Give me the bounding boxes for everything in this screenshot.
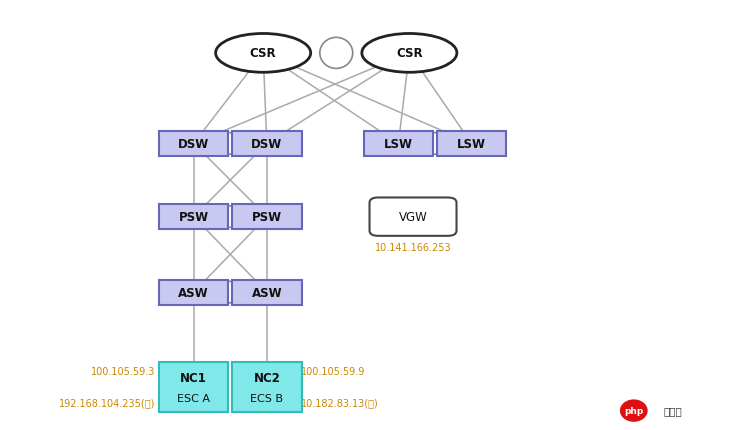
Text: 100.105.59.3: 100.105.59.3 — [91, 366, 155, 376]
FancyBboxPatch shape — [364, 132, 433, 157]
FancyBboxPatch shape — [232, 205, 301, 230]
FancyBboxPatch shape — [232, 132, 301, 157]
Text: VGW: VGW — [398, 211, 428, 224]
Text: 10.182.83.13(私): 10.182.83.13(私) — [301, 397, 379, 407]
FancyBboxPatch shape — [437, 132, 506, 157]
Text: CSR: CSR — [396, 47, 423, 60]
FancyBboxPatch shape — [232, 280, 301, 305]
Ellipse shape — [216, 34, 311, 73]
Ellipse shape — [620, 399, 648, 422]
Text: 192.168.104.235(私): 192.168.104.235(私) — [58, 397, 155, 407]
Text: DSW: DSW — [178, 138, 209, 150]
FancyBboxPatch shape — [232, 362, 301, 412]
Text: php: php — [624, 406, 643, 415]
Text: 100.105.59.9: 100.105.59.9 — [301, 366, 366, 376]
Text: DSW: DSW — [251, 138, 282, 150]
FancyBboxPatch shape — [159, 205, 228, 230]
Ellipse shape — [362, 34, 457, 73]
Text: NC2: NC2 — [254, 372, 280, 384]
FancyBboxPatch shape — [369, 198, 456, 237]
Text: LSW: LSW — [384, 138, 413, 150]
Text: NC1: NC1 — [181, 372, 207, 384]
Text: LSW: LSW — [457, 138, 486, 150]
Text: PSW: PSW — [178, 211, 209, 224]
FancyBboxPatch shape — [159, 280, 228, 305]
Text: ASW: ASW — [178, 286, 209, 299]
Text: PSW: PSW — [251, 211, 282, 224]
Text: ASW: ASW — [251, 286, 282, 299]
Text: CSR: CSR — [250, 47, 276, 60]
FancyBboxPatch shape — [159, 362, 228, 412]
Text: ECS B: ECS B — [250, 393, 284, 403]
Text: 中文网: 中文网 — [664, 405, 683, 416]
FancyBboxPatch shape — [159, 132, 228, 157]
Text: ESC A: ESC A — [177, 393, 211, 403]
Text: 10.141.166.253: 10.141.166.253 — [375, 242, 451, 252]
